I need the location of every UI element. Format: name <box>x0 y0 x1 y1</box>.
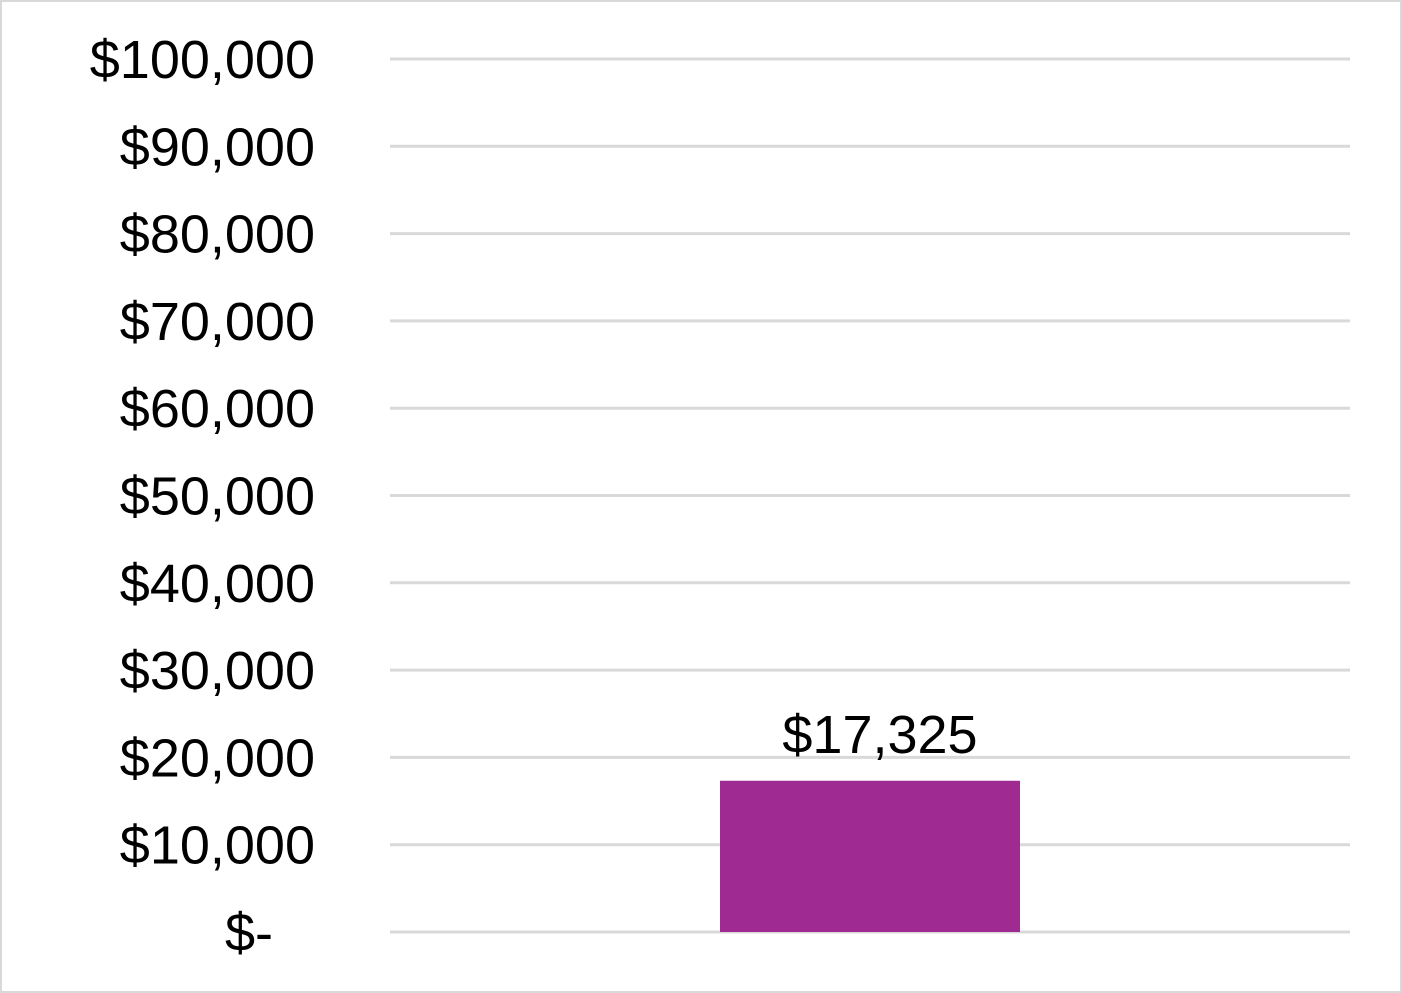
bar <box>720 780 1020 932</box>
gridlines <box>390 57 1350 934</box>
bar-data-label: $17,325 <box>782 705 977 765</box>
y-tick-label: $40,000 <box>120 554 315 614</box>
y-tick-label: $80,000 <box>120 205 315 265</box>
y-tick-label: $90,000 <box>120 117 315 177</box>
y-tick-label: $70,000 <box>120 292 315 352</box>
y-tick-label: $20,000 <box>120 728 315 788</box>
y-tick-label: $30,000 <box>120 641 315 701</box>
y-tick-label: $50,000 <box>120 467 315 527</box>
y-tick-label: $10,000 <box>120 816 315 876</box>
data-labels: $17,325 <box>782 705 977 765</box>
y-axis-tick-labels: $- $10,000 $20,000 $30,000 $40,000 $50,000 $60… <box>90 30 315 963</box>
y-tick-label: $60,000 <box>120 379 315 439</box>
y-tick-label: $- <box>225 903 273 963</box>
y-tick-label: $100,000 <box>90 30 315 90</box>
bars <box>720 780 1020 932</box>
